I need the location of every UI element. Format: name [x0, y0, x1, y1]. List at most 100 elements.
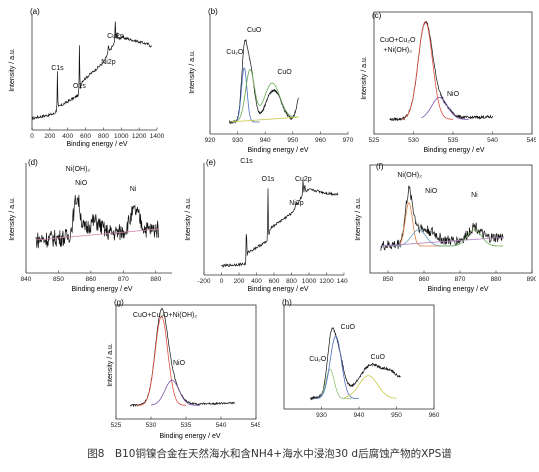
series-line-h-3	[344, 375, 397, 399]
peak-label-d-2: Ni	[130, 186, 137, 193]
x-axis-label-g: Binding energy / eV	[159, 433, 220, 440]
x-tick-label-h: 930	[316, 412, 327, 419]
series-line-d-1	[35, 228, 159, 241]
panel-label-f: (f)	[376, 162, 384, 171]
x-tick-label-f: 850	[383, 276, 394, 283]
x-tick-label-d: 840	[21, 276, 32, 283]
x-tick-label-b: 960	[315, 137, 326, 144]
series-line-b-3	[229, 116, 299, 123]
x-tick-label-c: 530	[408, 137, 419, 144]
x-tick-label-e: 200	[234, 278, 245, 285]
peak-label-e-0: C1s	[240, 158, 253, 165]
peak-label-a-0: C1s	[51, 65, 64, 72]
panel-label-b: (b)	[208, 7, 218, 16]
series-line-f-1	[388, 202, 446, 247]
x-tick-label-e: 800	[286, 278, 297, 285]
series-line-a-0	[31, 21, 152, 121]
x-tick-label-f: 890	[527, 276, 536, 283]
x-tick-label-b: 940	[260, 137, 271, 144]
panel-label-d: (d)	[28, 158, 38, 167]
x-tick-label-h: 950	[391, 412, 402, 419]
y-axis-label-f: Intensity / a.u.	[355, 197, 362, 241]
series-line-g-2	[151, 379, 200, 406]
chart-panel-f: (f) Binding energy / eV Intensity / a.u.…	[348, 153, 538, 293]
peak-label-c-0: CuO+Cu₂O	[380, 37, 416, 44]
x-tick-label-a: 0	[30, 133, 34, 140]
series-line-f-4	[380, 237, 504, 247]
plot-frame-c	[373, 11, 533, 135]
x-tick-label-e: 1400	[337, 278, 348, 285]
x-axis-label-a: Binding energy / eV	[66, 141, 127, 148]
x-axis-label-f: Binding energy / eV	[427, 286, 488, 293]
x-axis-label-b: Binding energy / eV	[247, 147, 308, 154]
chart-panel-a: (a) Binding energy / eV Intensity / a.u.…	[2, 2, 172, 148]
x-tick-label-c: 540	[487, 137, 498, 144]
chart-panel-d: (d) Binding energy / eV Intensity / a.u.…	[2, 153, 178, 293]
chart-panel-e: (e) Binding energy / eV Intensity / a.u.…	[178, 153, 352, 293]
x-tick-label-a: 1000	[114, 133, 129, 140]
x-tick-label-c: 535	[448, 137, 459, 144]
panel-label-a: (a)	[30, 7, 40, 16]
series-line-f-3	[438, 229, 504, 247]
chart-svg-h: (h) 930 940 950 960 CuO Cu₂O CuO	[282, 298, 440, 419]
peak-label-h-2: CuO	[371, 354, 386, 361]
chart-svg-c: (c) Binding energy / eV Intensity / a.u.…	[361, 11, 538, 154]
x-tick-label-b: 920	[205, 137, 216, 144]
peak-label-f-0: Ni(OH)₂	[397, 172, 422, 179]
series-line-c-2	[421, 97, 469, 120]
panel-label-c: (c)	[372, 11, 382, 20]
chart-svg-b: (b) Binding energy / eV Intensity / a.u.…	[189, 7, 354, 154]
x-tick-label-a: 200	[44, 133, 55, 140]
x-tick-label-e: 400	[251, 278, 262, 285]
x-tick-label-b: 930	[232, 137, 243, 144]
peak-label-b-0: Cu₂O	[226, 49, 244, 56]
x-tick-label-g: 545	[251, 422, 260, 429]
x-tick-label-c: 525	[369, 137, 380, 144]
x-tick-label-e: 1200	[319, 278, 334, 285]
x-axis-label-c: Binding energy / eV	[423, 147, 484, 154]
plot-frame-h	[283, 304, 435, 410]
x-tick-label-a: 600	[80, 133, 91, 140]
figure-caption: 图8 B10铜镍合金在天然海水和含NH4+海水中浸泡30 d后腐蚀产物的XPS谱	[87, 448, 452, 460]
x-tick-label-f: 860	[419, 276, 430, 283]
series-line-h-0	[309, 327, 401, 401]
panel-label-e: (e)	[206, 158, 216, 167]
chart-panel-g: (g) Binding energy / eV Intensity / a.u.…	[100, 295, 262, 440]
peak-label-e-3: Cu2p	[295, 176, 312, 183]
x-tick-label-a: 400	[62, 133, 73, 140]
x-axis-label-e: Binding energy / eV	[247, 286, 308, 293]
chart-panel-b: (b) Binding energy / eV Intensity / a.u.…	[178, 2, 356, 154]
peak-label-h-1: Cu₂O	[309, 356, 327, 363]
x-tick-label-f: 870	[455, 276, 466, 283]
peak-label-f-1: NiO	[425, 188, 438, 195]
peak-label-a-1: O1s	[73, 83, 86, 90]
x-tick-label-e: 1000	[302, 278, 317, 285]
peak-label-f-2: Ni	[471, 192, 478, 199]
x-tick-label-g: 530	[146, 422, 157, 429]
x-tick-label-a: 1200	[132, 133, 147, 140]
x-tick-label-c: 545	[527, 137, 536, 144]
peak-label-h-0: CuO	[341, 324, 356, 331]
x-tick-label-b: 970	[343, 137, 354, 144]
series-line-h-2	[314, 335, 359, 399]
x-tick-label-g: 525	[111, 422, 122, 429]
x-tick-label-d: 860	[85, 276, 96, 283]
y-axis-label-b: Intensity / a.u.	[189, 50, 196, 94]
series-line-e-0	[221, 180, 339, 268]
chart-svg-f: (f) Binding energy / eV Intensity / a.u.…	[355, 162, 538, 293]
series-line-f-0	[380, 185, 504, 251]
peak-label-a-2: Ni2p	[101, 59, 116, 66]
x-tick-label-e: 0	[220, 278, 224, 285]
x-tick-label-h: 940	[354, 412, 365, 419]
y-axis-label-d: Intensity / a.u.	[9, 197, 16, 241]
chart-panel-h: (h) 930 940 950 960 CuO Cu₂O CuO	[272, 295, 440, 440]
peak-label-e-2: Ni2p	[289, 200, 304, 207]
x-tick-label-e: 600	[269, 278, 280, 285]
x-tick-label-a: 1400	[150, 133, 165, 140]
x-tick-label-d: 850	[53, 276, 64, 283]
x-tick-label-a: 800	[98, 133, 109, 140]
x-tick-label-g: 535	[181, 422, 192, 429]
peak-label-d-1: NiO	[75, 180, 88, 187]
y-axis-label-g: Intensity / a.u.	[107, 343, 114, 387]
panel-label-h: (h)	[282, 298, 292, 307]
